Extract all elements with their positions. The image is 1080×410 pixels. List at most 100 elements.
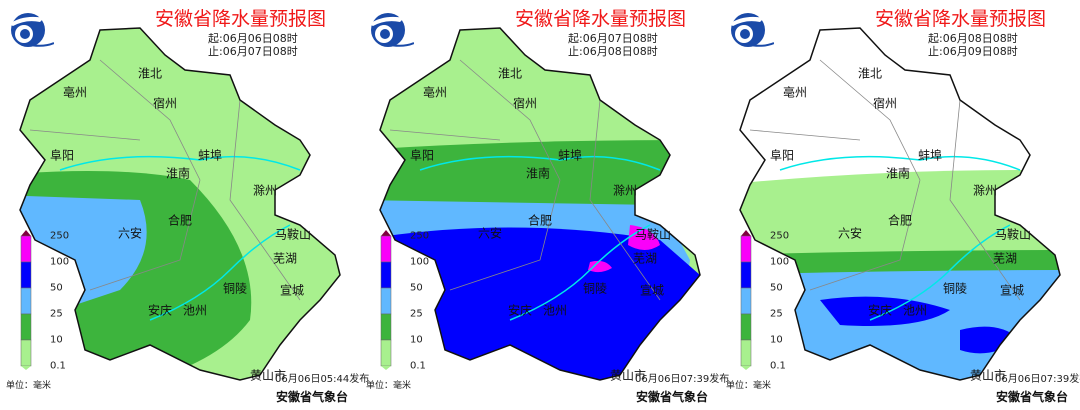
- city-label: 亳州: [62, 85, 88, 100]
- city-label: 合肥: [167, 213, 193, 228]
- city-label: 滁州: [252, 183, 278, 198]
- city-label: 铜陵: [942, 281, 968, 296]
- city-label: 马鞍山: [274, 227, 312, 242]
- period-end: 止:06月07日08时: [208, 45, 298, 58]
- precipitation-map: [739, 27, 1061, 381]
- precipitation-map: [19, 27, 341, 381]
- legend: 250 100 50 25 10 0.1: [740, 230, 789, 374]
- city-label: 宣城: [279, 283, 305, 298]
- legend-colorbar: [740, 230, 752, 370]
- city-label: 宿州: [512, 96, 538, 111]
- city-label: 淮南: [525, 166, 551, 181]
- organization-name: 安徽省气象台: [276, 390, 349, 404]
- period-start: 起:06月07日08时: [568, 32, 658, 45]
- city-label: 宣城: [639, 283, 665, 298]
- legend-label: 25: [410, 308, 423, 320]
- organization-name: 安徽省气象台: [636, 390, 709, 404]
- city-label: 芜湖: [632, 251, 658, 266]
- city-label: 六安: [117, 226, 143, 241]
- city-label: 铜陵: [222, 281, 248, 296]
- legend-label: 100: [770, 256, 790, 268]
- city-label: 安庆: [867, 303, 893, 318]
- forecast-panel: 安徽省降水量预报图 起:06月06日08时 止:06月07日08时 淮北亳州宿州…: [0, 0, 369, 410]
- legend-label: 0.1: [50, 360, 66, 372]
- city-label: 淮南: [885, 166, 911, 181]
- city-label: 六安: [837, 226, 863, 241]
- city-label: 铜陵: [582, 281, 608, 296]
- legend-colorbar: [380, 230, 392, 370]
- forecast-period: 起:06月07日08时 止:06月08日08时: [568, 32, 658, 58]
- precipitation-fill: [740, 28, 1060, 380]
- province-boundary: [379, 27, 701, 381]
- legend-label: 50: [410, 282, 423, 294]
- city-label: 马鞍山: [994, 227, 1032, 242]
- forecast-period: 起:06月06日08时 止:06月07日08时: [208, 32, 298, 58]
- map-title: 安徽省降水量预报图: [875, 8, 1047, 30]
- city-label: 淮南: [165, 166, 191, 181]
- city-label: 马鞍山: [634, 227, 672, 242]
- forecast-panel: 安徽省降水量预报图 起:06月08日08时 止:06月09日08时 淮北 亳州 宿州…: [720, 0, 1080, 410]
- city-label: 池州: [542, 303, 568, 318]
- legend-colorbar: [20, 230, 32, 370]
- province-boundary: [739, 27, 1061, 381]
- city-label: 黄山市: [969, 368, 1007, 383]
- legend-label: 50: [770, 282, 783, 294]
- city-label: 亳州: [422, 85, 448, 100]
- city-label: 蚌埠: [917, 148, 943, 163]
- city-label: 阜阳: [49, 148, 75, 163]
- legend-label: 10: [770, 334, 783, 346]
- city-label: 合肥: [527, 213, 553, 228]
- period-end: 止:06月08日08时: [568, 45, 658, 58]
- map-title: 安徽省降水量预报图: [515, 8, 687, 30]
- period-start: 起:06月08日08时: [928, 32, 1018, 45]
- issued-time: 06月06日07:39发布: [635, 374, 730, 385]
- city-label: 淮北: [497, 66, 523, 81]
- city-label: 芜湖: [992, 251, 1018, 266]
- city-label: 滁州: [972, 183, 998, 198]
- unit-label: 单位：毫米: [366, 381, 412, 391]
- forecast-panel: 安徽省降水量预报图 起:06月07日08时 止:06月08日08时 淮北亳州宿州…: [360, 0, 729, 410]
- city-label: 黄山市: [249, 368, 287, 383]
- precipitation-fill: [20, 28, 340, 380]
- legend-label: 10: [50, 334, 63, 346]
- legend-label: 100: [410, 256, 430, 268]
- map-title: 安徽省降水量预报图: [155, 8, 327, 30]
- city-label: 池州: [182, 303, 208, 318]
- legend-label: 10: [410, 334, 423, 346]
- legend-label: 50: [50, 282, 63, 294]
- legend-label: 250: [410, 230, 430, 242]
- precipitation-fill: [380, 28, 700, 380]
- legend-label: 25: [50, 308, 63, 320]
- unit-label: 单位：毫米: [6, 381, 52, 391]
- legend-label: 250: [50, 230, 70, 242]
- city-label: 阜阳: [409, 148, 435, 163]
- issued-time: 06月06日05:44发布: [275, 374, 370, 385]
- city-label: 安庆: [507, 303, 533, 318]
- city-label: 芜湖: [272, 251, 298, 266]
- weather-bureau-logo: [369, 13, 414, 47]
- legend-label: 0.1: [410, 360, 426, 372]
- legend: 250 100 50 25 10 0.1: [20, 230, 69, 374]
- city-label: 淮北: [857, 66, 883, 81]
- city-label: 蚌埠: [557, 148, 583, 163]
- legend: 250 100 50 25 10 0.1: [380, 230, 429, 374]
- weather-bureau-logo: [729, 13, 774, 47]
- city-label: 安庆: [147, 303, 173, 318]
- city-label: 亳州: [782, 85, 808, 100]
- city-label: 淮北: [137, 66, 163, 81]
- legend-label: 100: [50, 256, 70, 268]
- city-label: 合肥: [887, 213, 913, 228]
- legend-label: 25: [770, 308, 783, 320]
- province-boundary: [19, 27, 341, 381]
- period-end: 止:06月09日08时: [928, 45, 1018, 58]
- city-label: 黄山市: [609, 368, 647, 383]
- city-label: 宣城: [999, 283, 1025, 298]
- precipitation-map: [379, 27, 701, 381]
- legend-label: 250: [770, 230, 790, 242]
- city-label: 宿州: [152, 96, 178, 111]
- city-label: 阜阳: [769, 148, 795, 163]
- organization-name: 安徽省气象台: [996, 390, 1069, 404]
- weather-bureau-logo: [9, 13, 54, 47]
- city-label: 池州: [902, 303, 928, 318]
